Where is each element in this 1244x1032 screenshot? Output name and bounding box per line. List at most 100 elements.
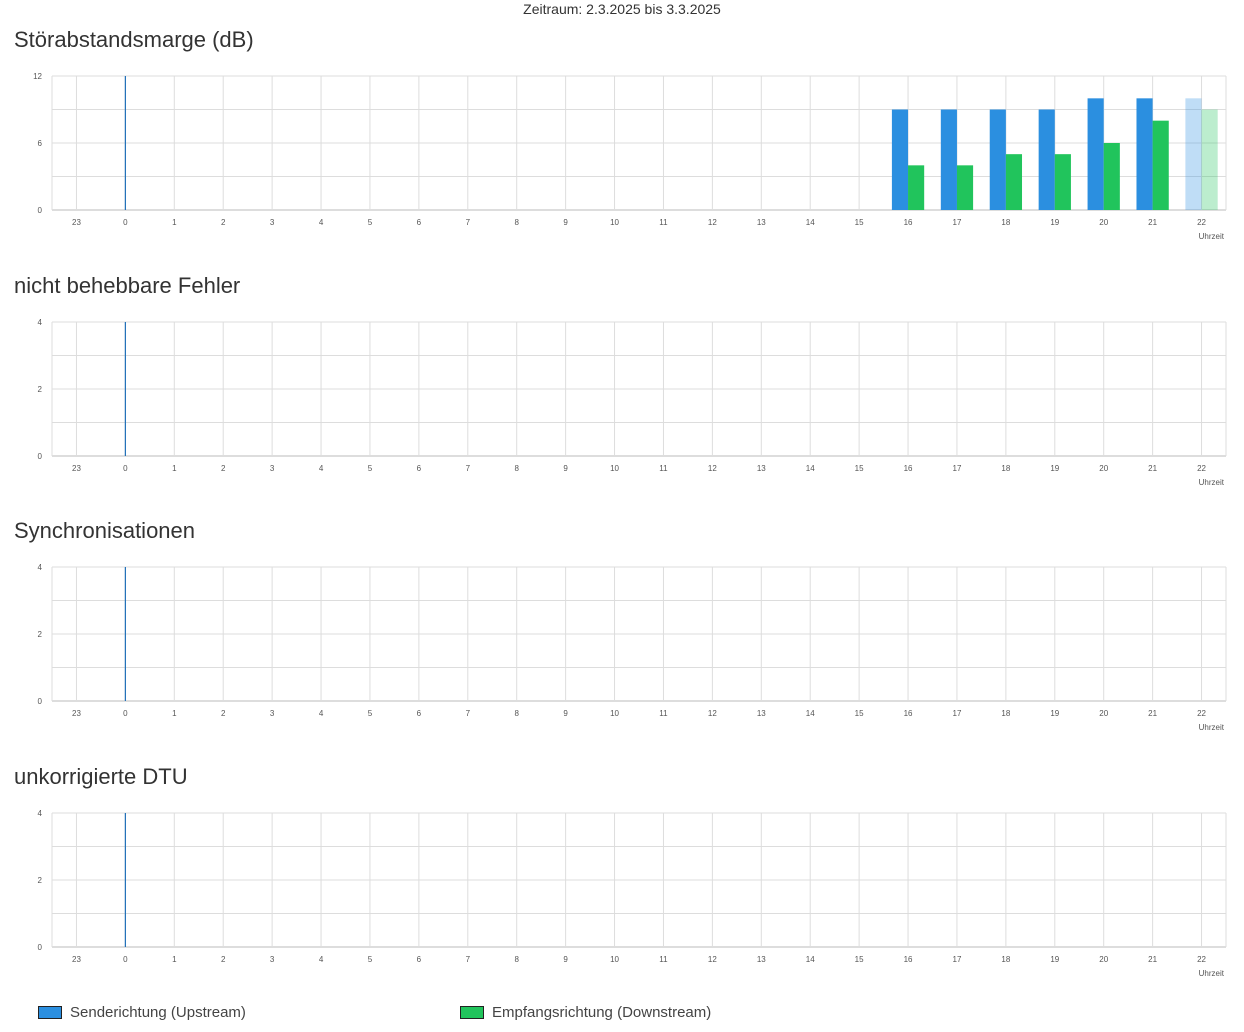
- x-tick-label: 20: [1099, 464, 1108, 473]
- x-tick-label: 19: [1050, 955, 1059, 964]
- x-tick-label: 16: [904, 709, 913, 718]
- y-tick-label: 4: [38, 318, 43, 327]
- x-tick-label: 16: [904, 464, 913, 473]
- x-tick-label: 3: [270, 464, 275, 473]
- x-tick-label: 21: [1148, 218, 1157, 227]
- x-tick-label: 23: [72, 955, 81, 964]
- legend-item-upstream: Senderichtung (Upstream): [38, 1004, 246, 1021]
- y-tick-label: 4: [38, 809, 43, 818]
- x-tick-label: 11: [659, 464, 668, 473]
- downstream-bar-18: [1005, 154, 1023, 210]
- x-tick-label: 12: [708, 709, 717, 718]
- x-tick-label: 6: [417, 709, 422, 718]
- x-tick-label: 18: [1001, 464, 1010, 473]
- upstream-bar-17: [940, 109, 957, 210]
- chart-title: Synchronisationen: [14, 518, 196, 543]
- downstream-bar-17: [956, 165, 974, 210]
- x-tick-label: 13: [757, 955, 766, 964]
- y-tick-label: 2: [38, 630, 43, 639]
- x-tick-label: 5: [368, 955, 373, 964]
- x-tick-label: 1: [172, 955, 177, 964]
- x-tick-label: 14: [806, 218, 815, 227]
- chart-block-4: unkorrigierte DTU 0 2 4 23 0 1 2 3 4 5 6 7 8 9 10 11 12 13…: [0, 737, 1244, 983]
- x-tick-label: 6: [417, 464, 422, 473]
- x-tick-label: 9: [563, 464, 568, 473]
- x-tick-label: 4: [319, 464, 324, 473]
- upstream-bar-21: [1136, 98, 1153, 210]
- x-tick-label: 19: [1050, 709, 1059, 718]
- x-tick-label: 10: [610, 464, 619, 473]
- downstream-bar-19: [1054, 154, 1071, 210]
- x-tick-label: 23: [72, 464, 81, 473]
- x-tick-label: 23: [72, 218, 81, 227]
- x-tick-label: 7: [466, 709, 471, 718]
- downstream-bar-22: [1201, 109, 1218, 210]
- x-tick-label: 19: [1050, 464, 1059, 473]
- x-tick-label: 8: [514, 464, 519, 473]
- x-tick-label: 8: [514, 709, 519, 718]
- x-tick-label: 15: [855, 955, 864, 964]
- chart-block-2: nicht behebbare Fehler 0 2 4 23 0 1 2 3 4 5 6 7 8 9 10 1…: [0, 246, 1244, 492]
- legend-label-upstream: Senderichtung (Upstream): [70, 1004, 246, 1021]
- chart-block-1: Störabstandsmarge (dB) 0 6 12 23 0 1 2 3 4 5 6 7 8 9 10…: [0, 0, 1244, 246]
- x-tick-label: 13: [757, 218, 766, 227]
- x-tick-label: 0: [123, 709, 128, 718]
- x-tick-label: 1: [172, 464, 177, 473]
- downstream-swatch: [460, 1006, 484, 1019]
- x-tick-label: 20: [1099, 709, 1108, 718]
- x-tick-label: 7: [466, 218, 471, 227]
- x-tick-label: 17: [953, 955, 962, 964]
- y-tick-label: 6: [38, 139, 43, 148]
- x-tick-label: 18: [1001, 709, 1010, 718]
- x-tick-label: 0: [123, 218, 128, 227]
- x-tick-label: 3: [270, 955, 275, 964]
- chart-title: Störabstandsmarge (dB): [14, 27, 254, 52]
- x-tick-label: 16: [904, 955, 913, 964]
- upstream-bar-19: [1038, 109, 1055, 210]
- downstream-bar-16: [908, 165, 925, 210]
- x-tick-label: 3: [270, 218, 275, 227]
- x-axis-label: Uhrzeit: [1199, 969, 1225, 978]
- x-tick-label: 18: [1001, 955, 1010, 964]
- x-tick-label: 9: [563, 709, 568, 718]
- x-tick-label: 17: [953, 218, 962, 227]
- x-tick-label: 22: [1197, 218, 1206, 227]
- x-tick-label: 22: [1197, 464, 1206, 473]
- y-tick-label: 0: [38, 452, 43, 461]
- x-tick-label: 2: [221, 218, 226, 227]
- x-axis-label: Uhrzeit: [1199, 723, 1225, 732]
- upstream-swatch: [38, 1006, 62, 1019]
- x-tick-label: 20: [1099, 218, 1108, 227]
- x-tick-label: 15: [855, 464, 864, 473]
- x-tick-label: 15: [855, 218, 864, 227]
- legend-label-downstream: Empfangsrichtung (Downstream): [492, 1004, 712, 1021]
- x-tick-label: 16: [904, 218, 913, 227]
- x-tick-label: 17: [953, 709, 962, 718]
- chart-title: nicht behebbare Fehler: [14, 273, 241, 298]
- x-tick-label: 11: [659, 709, 668, 718]
- x-axis-label: Uhrzeit: [1199, 478, 1225, 487]
- x-tick-label: 0: [123, 464, 128, 473]
- x-axis-label: Uhrzeit: [1199, 232, 1225, 241]
- y-tick-label: 0: [38, 206, 43, 215]
- x-tick-label: 4: [319, 218, 324, 227]
- y-tick-label: 2: [38, 876, 43, 885]
- chart-title: unkorrigierte DTU: [14, 764, 188, 789]
- period-label: Zeitraum: 2.3.2025 bis 3.3.2025: [523, 1, 721, 17]
- y-tick-label: 4: [38, 563, 43, 572]
- x-tick-label: 5: [368, 218, 373, 227]
- x-tick-label: 10: [610, 955, 619, 964]
- x-tick-label: 20: [1099, 955, 1108, 964]
- x-tick-label: 4: [319, 709, 324, 718]
- x-tick-label: 14: [806, 955, 815, 964]
- x-tick-label: 21: [1148, 955, 1157, 964]
- x-tick-label: 7: [466, 955, 471, 964]
- upstream-bar-20: [1087, 98, 1104, 210]
- x-tick-label: 13: [757, 709, 766, 718]
- x-tick-label: 2: [221, 464, 226, 473]
- x-tick-label: 11: [659, 218, 668, 227]
- x-tick-label: 10: [610, 709, 619, 718]
